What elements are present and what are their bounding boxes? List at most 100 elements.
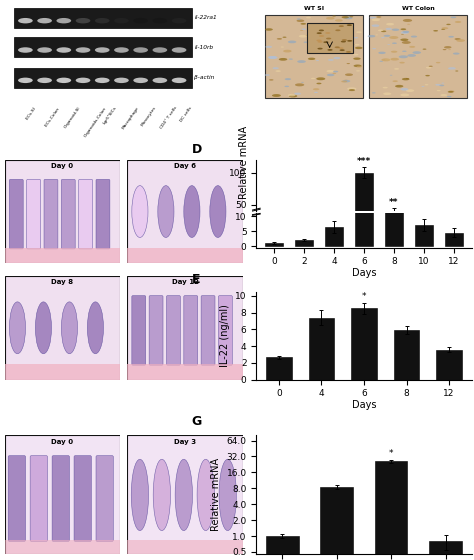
Bar [385,127,403,246]
Ellipse shape [323,49,328,51]
Ellipse shape [392,29,400,31]
Ellipse shape [407,24,410,25]
Text: Day 0: Day 0 [52,439,73,445]
X-axis label: Days: Days [352,400,376,410]
Ellipse shape [386,23,394,25]
Text: Organoids-Colon: Organoids-Colon [83,106,107,138]
Ellipse shape [346,63,350,64]
Bar [394,330,419,380]
Ellipse shape [389,36,398,39]
Text: DC cells: DC cells [179,106,192,123]
Ellipse shape [314,92,318,93]
Ellipse shape [272,94,281,97]
Bar [355,0,373,246]
FancyBboxPatch shape [127,436,243,554]
Text: Day 6: Day 6 [174,163,196,169]
FancyBboxPatch shape [127,248,243,263]
Text: Day 12: Day 12 [172,279,199,285]
Ellipse shape [378,30,383,31]
Bar [265,236,283,237]
Ellipse shape [334,44,337,45]
Text: Il-10rb: Il-10rb [194,45,214,50]
Ellipse shape [283,36,286,38]
Ellipse shape [342,80,350,82]
Ellipse shape [390,75,392,76]
Ellipse shape [394,68,399,69]
FancyBboxPatch shape [5,540,120,554]
Ellipse shape [172,18,186,24]
Text: Il-22ra1: Il-22ra1 [194,16,217,21]
Ellipse shape [172,47,186,53]
Ellipse shape [435,84,441,86]
FancyBboxPatch shape [8,456,26,542]
Ellipse shape [425,75,430,76]
FancyBboxPatch shape [30,456,47,542]
Ellipse shape [61,302,78,354]
Ellipse shape [376,16,382,18]
Ellipse shape [402,31,410,33]
Bar [309,318,334,380]
Text: Macrophage: Macrophage [121,106,140,130]
Ellipse shape [317,40,322,41]
Text: Monocytes: Monocytes [141,106,157,128]
Ellipse shape [342,16,349,18]
Ellipse shape [338,47,344,49]
FancyBboxPatch shape [166,296,180,365]
Ellipse shape [319,30,324,31]
Ellipse shape [327,74,335,76]
Ellipse shape [401,39,409,41]
Ellipse shape [268,56,278,59]
Ellipse shape [301,82,304,83]
Ellipse shape [324,44,333,47]
Ellipse shape [401,29,406,30]
Ellipse shape [402,78,410,81]
FancyBboxPatch shape [127,540,243,554]
Ellipse shape [172,78,186,83]
Ellipse shape [323,41,328,43]
Ellipse shape [441,29,445,30]
Ellipse shape [18,18,33,24]
Ellipse shape [273,67,279,69]
Text: B: B [259,0,268,1]
Ellipse shape [391,58,399,60]
Ellipse shape [305,35,310,36]
Ellipse shape [132,185,148,237]
FancyBboxPatch shape [307,23,353,53]
Ellipse shape [395,85,403,87]
Ellipse shape [385,28,392,30]
Ellipse shape [347,40,352,42]
FancyBboxPatch shape [219,296,232,365]
Text: Day 0: Day 0 [52,163,73,169]
Ellipse shape [354,44,360,45]
Ellipse shape [425,84,428,85]
Ellipse shape [449,90,455,92]
FancyBboxPatch shape [27,179,41,249]
Text: Day 3: Day 3 [174,439,196,445]
FancyBboxPatch shape [14,37,192,57]
Ellipse shape [284,86,289,87]
Ellipse shape [76,18,91,24]
Ellipse shape [347,24,352,26]
FancyBboxPatch shape [132,296,146,365]
Ellipse shape [406,89,414,92]
Ellipse shape [341,41,346,43]
Ellipse shape [332,16,336,17]
Ellipse shape [356,70,360,72]
FancyBboxPatch shape [127,160,243,263]
Ellipse shape [346,40,354,42]
Ellipse shape [153,459,171,531]
Ellipse shape [444,46,452,49]
Ellipse shape [382,58,391,62]
Ellipse shape [385,59,391,60]
Ellipse shape [318,48,323,49]
Ellipse shape [328,49,333,51]
Ellipse shape [433,30,438,31]
Ellipse shape [439,85,444,86]
Ellipse shape [18,47,33,53]
FancyBboxPatch shape [61,179,75,249]
Bar [266,536,299,560]
Ellipse shape [268,56,277,59]
Ellipse shape [289,95,297,97]
Ellipse shape [455,38,461,40]
Ellipse shape [440,94,447,96]
